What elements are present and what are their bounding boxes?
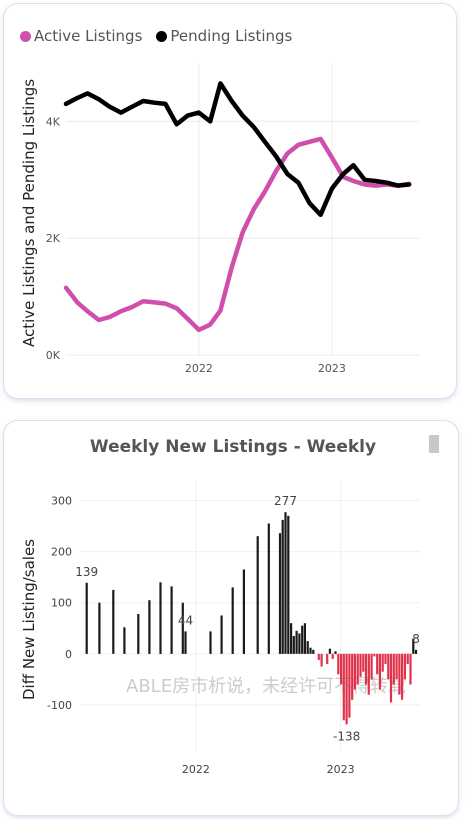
bar	[328, 648, 331, 654]
bar	[362, 653, 365, 672]
bar-data-label: -138	[333, 729, 360, 743]
bar-chart-y-tick-label: 0	[65, 648, 72, 661]
bar	[331, 653, 334, 659]
bar	[220, 615, 223, 654]
bar	[367, 653, 370, 695]
bar-chart-card	[4, 421, 458, 815]
bar	[209, 631, 212, 654]
bar	[412, 638, 415, 654]
bar	[295, 630, 298, 654]
bar	[290, 623, 293, 654]
bar	[398, 653, 401, 695]
bar	[340, 653, 343, 685]
bar	[334, 651, 337, 654]
bar	[401, 653, 404, 700]
legend-label-active: Active Listings	[34, 27, 143, 45]
bar-chart-y-tick-label: 200	[51, 546, 72, 559]
scrollbar-thumb[interactable]	[429, 435, 439, 453]
bar	[281, 519, 284, 654]
bar	[309, 647, 312, 654]
bar	[359, 653, 362, 677]
bar	[303, 623, 306, 654]
bar	[231, 587, 234, 654]
bar	[384, 653, 387, 664]
bar	[348, 653, 351, 718]
bar-chart-x-tick-label: 2022	[182, 763, 210, 776]
line-chart-legend[interactable]: Active Listings Pending Listings	[20, 27, 306, 45]
bar	[242, 569, 245, 654]
bar	[326, 653, 329, 664]
bar	[148, 600, 151, 654]
bar	[378, 653, 381, 690]
bar	[159, 582, 162, 654]
bar	[256, 536, 259, 654]
bar	[267, 523, 270, 654]
pending-listings-line	[63, 81, 412, 218]
legend-dot-pending	[156, 30, 168, 42]
bar-chart-y-tick-label: -100	[47, 699, 72, 712]
legend-item-active[interactable]: Active Listings	[20, 27, 142, 45]
bar-data-label: 277	[274, 494, 297, 508]
bar	[406, 653, 409, 664]
bar-chart-y-tick-label: 100	[51, 597, 72, 610]
bar	[112, 589, 115, 654]
bar-chart-title: Weekly New Listings - Weekly	[89, 437, 377, 457]
bar	[342, 653, 345, 721]
legend-label-pending: Pending Listings	[170, 27, 293, 45]
bar	[284, 512, 287, 654]
line-chart-x-tick-label: 2022	[185, 362, 213, 375]
line-chart-y-tick-label: 2K	[46, 232, 61, 245]
bar	[381, 653, 384, 672]
bar	[356, 653, 359, 685]
bar-chart-x-tick-label: 2023	[327, 763, 355, 776]
bar	[370, 653, 373, 680]
bar-data-label: 44	[178, 613, 193, 627]
bar-data-label: 8	[412, 632, 420, 646]
legend-dot-active	[20, 30, 31, 42]
bar	[376, 653, 379, 675]
bar	[317, 653, 320, 660]
bar	[98, 602, 101, 654]
bar	[337, 653, 340, 675]
bar	[395, 653, 398, 680]
line-chart-y-tick-label: 4K	[46, 115, 61, 128]
bar	[298, 633, 301, 654]
bar	[364, 653, 368, 685]
line-chart-y-tick-label: 0K	[46, 349, 61, 362]
bar	[345, 653, 348, 725]
bar	[287, 515, 290, 654]
bar	[181, 602, 184, 654]
bar	[353, 653, 356, 690]
bar	[278, 533, 282, 654]
bar	[184, 631, 187, 654]
bar	[373, 653, 376, 657]
bar-data-label: 139	[75, 565, 98, 579]
bar	[301, 625, 304, 654]
bar	[389, 653, 393, 703]
bar	[137, 614, 140, 654]
bar	[292, 636, 295, 654]
bar	[414, 649, 418, 654]
line-chart-card	[4, 4, 456, 398]
active-listings-line	[63, 136, 412, 333]
bar	[320, 653, 323, 667]
legend-item-pending[interactable]: Pending Listings	[156, 27, 292, 45]
bar	[409, 653, 412, 685]
bar-chart-y-tick-label: 300	[51, 494, 72, 507]
bar	[387, 653, 390, 680]
bar	[351, 653, 354, 700]
bar	[306, 641, 309, 654]
bar	[170, 586, 173, 654]
bar	[403, 653, 406, 680]
bar	[123, 627, 126, 654]
line-chart-x-tick-label: 2023	[318, 362, 346, 375]
bar	[85, 582, 88, 654]
bar	[392, 653, 395, 685]
bar	[312, 649, 315, 654]
